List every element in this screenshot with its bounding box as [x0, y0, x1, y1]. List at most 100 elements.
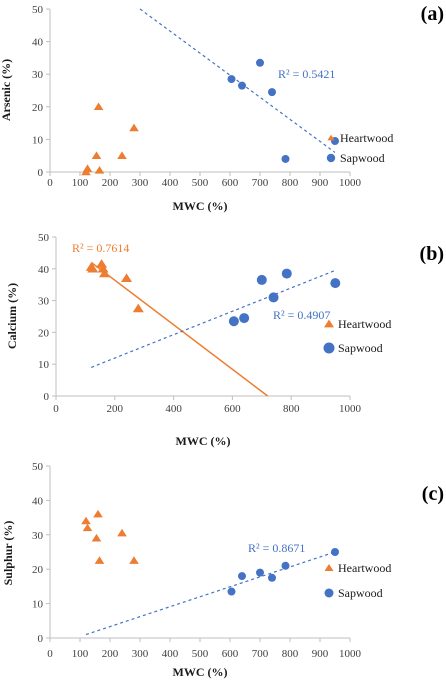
- y-tick-label: 10: [32, 134, 44, 146]
- legend-label-heartwood: Heartwood: [338, 561, 391, 575]
- data-point-sapwood: [239, 313, 250, 324]
- panel-label: (a): [421, 3, 444, 25]
- panel-label: (c): [422, 483, 444, 505]
- data-point-heartwood: [117, 151, 127, 159]
- y-tick-label: 0: [38, 633, 44, 645]
- data-point-sapwood: [227, 587, 236, 596]
- data-point-heartwood: [99, 268, 111, 278]
- legend-marker-sapwood: [323, 342, 335, 354]
- x-axis-title: MWC (%): [176, 434, 231, 448]
- x-tick-label: 800: [283, 403, 300, 415]
- panel-label: (b): [420, 243, 444, 265]
- x-tick-label: 900: [312, 648, 329, 660]
- data-point-sapwood: [268, 292, 279, 303]
- data-point-heartwood: [121, 273, 133, 283]
- y-tick-label: 40: [38, 264, 50, 276]
- y-axis-title: Sulphur (%): [1, 521, 15, 586]
- y-tick-label: 50: [32, 4, 44, 16]
- legend-label-sapwood: Sapwood: [338, 341, 383, 355]
- y-tick-label: 0: [44, 391, 50, 403]
- x-tick-label: 400: [162, 648, 179, 660]
- trendline-heartwood: [90, 261, 269, 397]
- legend-marker-heartwood: [327, 134, 335, 141]
- x-tick-label: 1000: [339, 403, 362, 415]
- r-squared-label: R² = 0.8671: [248, 541, 305, 555]
- x-tick-label: 600: [222, 648, 239, 660]
- data-point-heartwood: [82, 523, 93, 532]
- y-tick-label: 50: [38, 232, 50, 244]
- x-tick-label: 1000: [339, 177, 362, 189]
- x-tick-label: 0: [47, 177, 53, 189]
- data-point-heartwood: [94, 166, 105, 174]
- x-tick-label: 300: [132, 648, 149, 660]
- x-axis-title: MWC (%): [173, 199, 228, 213]
- legend-label-sapwood: Sapwood: [340, 151, 385, 165]
- x-tick-label: 100: [72, 648, 89, 660]
- data-point-heartwood: [129, 556, 139, 564]
- x-tick-label: 800: [282, 648, 299, 660]
- x-tick-label: 200: [107, 403, 124, 415]
- y-tick-label: 30: [38, 296, 50, 308]
- data-point-heartwood: [94, 556, 105, 564]
- y-tick-label: 30: [32, 69, 44, 81]
- data-point-sapwood: [256, 568, 264, 577]
- x-tick-label: 0: [53, 403, 59, 415]
- y-tick-label: 20: [38, 327, 50, 339]
- data-point-sapwood: [228, 316, 239, 327]
- legend-marker-heartwood: [324, 563, 334, 572]
- data-point-sapwood: [256, 274, 267, 285]
- data-point-sapwood: [238, 572, 246, 581]
- y-tick-label: 40: [32, 495, 44, 507]
- x-tick-label: 500: [192, 177, 209, 189]
- x-tick-label: 300: [132, 177, 149, 189]
- data-point-heartwood: [93, 102, 104, 111]
- x-tick-label: 600: [224, 403, 241, 415]
- data-point-heartwood: [117, 528, 127, 537]
- y-tick-label: 30: [32, 530, 44, 542]
- x-tick-label: 200: [102, 177, 119, 189]
- data-point-heartwood: [82, 164, 93, 172]
- x-tick-label: 0: [47, 648, 53, 660]
- data-point-sapwood: [256, 58, 264, 67]
- legend-label-sapwood: Sapwood: [338, 586, 383, 600]
- y-axis-title: Arsenic (%): [0, 59, 13, 121]
- x-axis-title: MWC (%): [173, 665, 228, 679]
- y-axis-title: Calcium (%): [5, 283, 19, 349]
- data-point-sapwood: [268, 88, 276, 97]
- y-tick-label: 0: [38, 167, 44, 179]
- data-point-sapwood: [331, 548, 339, 556]
- data-point-heartwood: [93, 509, 103, 518]
- legend-marker-heartwood: [324, 319, 334, 328]
- x-tick-label: 200: [102, 648, 119, 660]
- x-tick-label: 400: [165, 403, 182, 415]
- data-point-sapwood: [227, 75, 236, 84]
- x-tick-label: 600: [222, 177, 239, 189]
- data-point-heartwood: [87, 263, 99, 273]
- r-squared-label: R² = 0.7614: [72, 241, 129, 255]
- x-tick-label: 700: [252, 648, 269, 660]
- data-point-heartwood: [132, 303, 144, 313]
- y-tick-label: 50: [32, 461, 44, 473]
- x-tick-label: 700: [252, 177, 269, 189]
- legend-label-heartwood: Heartwood: [338, 317, 391, 331]
- data-point-sapwood: [281, 268, 292, 279]
- y-tick-label: 40: [32, 37, 44, 49]
- legend-marker-sapwood: [324, 588, 334, 598]
- x-tick-label: 1000: [339, 648, 362, 660]
- data-point-heartwood: [91, 533, 102, 542]
- y-tick-label: 10: [38, 359, 50, 371]
- trendline-sapwood: [139, 8, 336, 153]
- x-tick-label: 400: [162, 177, 179, 189]
- r-squared-label: R² = 0.5421: [278, 67, 335, 81]
- r-squared-label: R² = 0.4907: [273, 308, 330, 322]
- data-point-heartwood: [91, 151, 102, 159]
- data-point-sapwood: [281, 154, 290, 163]
- data-point-sapwood: [330, 278, 341, 289]
- trendline-sapwood: [91, 269, 336, 368]
- y-tick-label: 20: [32, 102, 44, 114]
- x-tick-label: 900: [312, 177, 329, 189]
- y-tick-label: 10: [32, 599, 44, 611]
